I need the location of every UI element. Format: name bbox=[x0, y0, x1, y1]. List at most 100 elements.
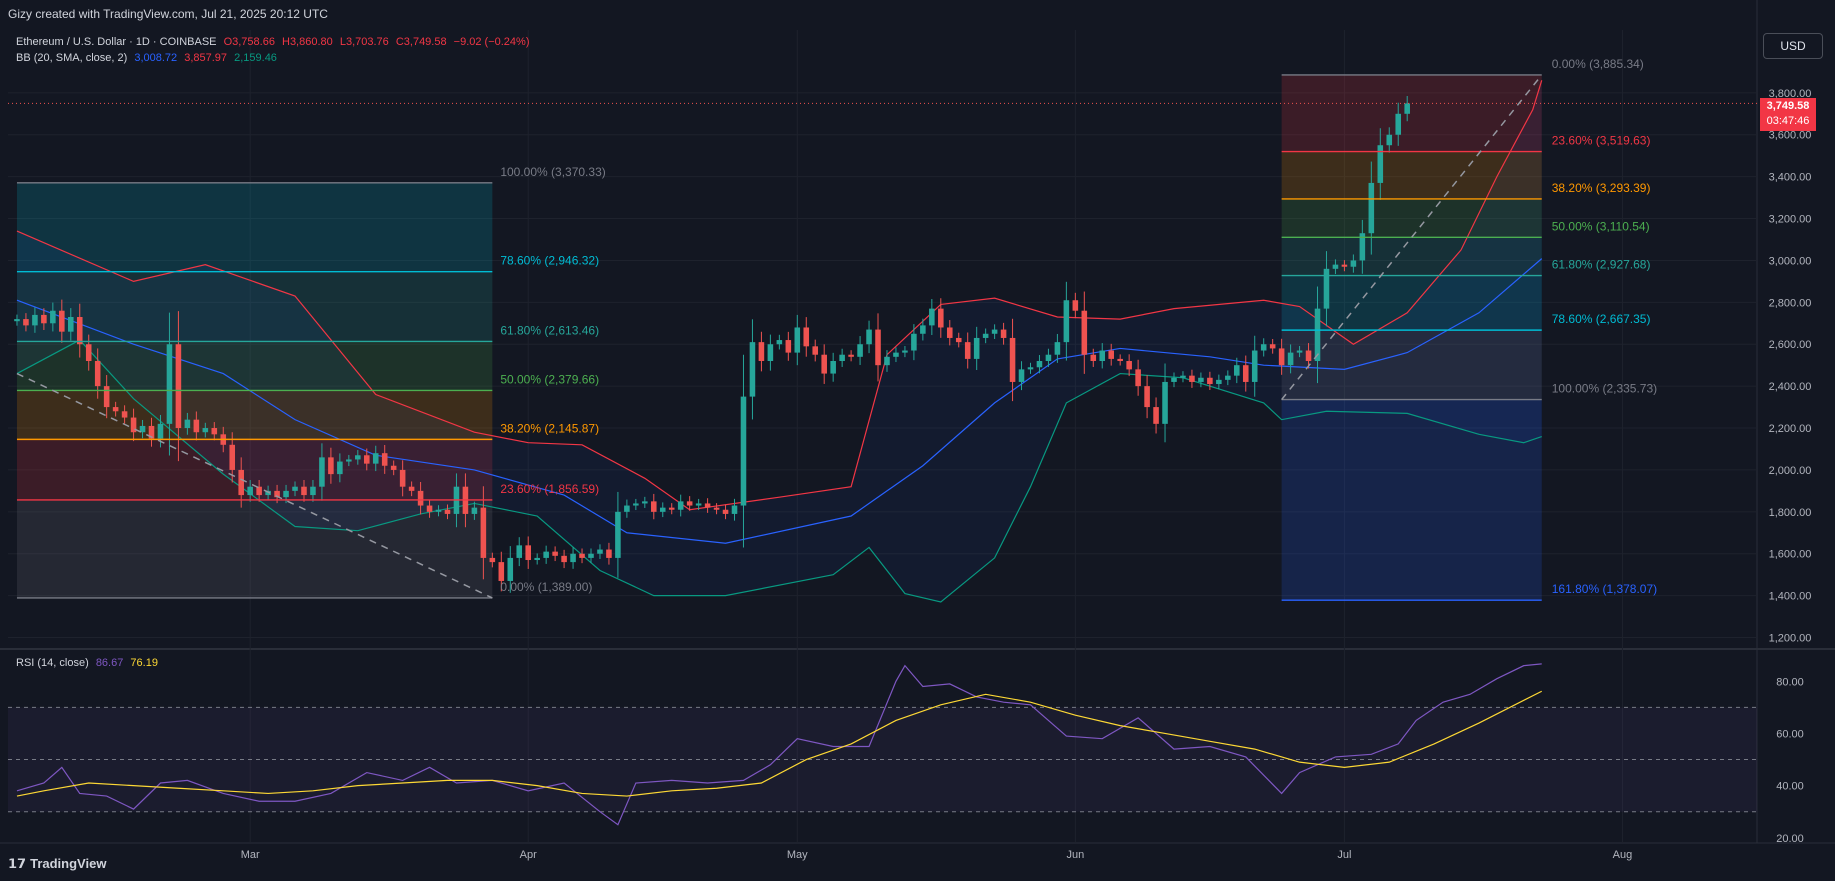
candle[interactable] bbox=[812, 339, 819, 362]
rsi-label[interactable]: RSI (14, close) bbox=[16, 657, 89, 669]
candle[interactable] bbox=[1314, 286, 1321, 384]
candle[interactable] bbox=[982, 328, 989, 344]
candle[interactable] bbox=[32, 307, 38, 333]
candle[interactable] bbox=[1198, 372, 1204, 388]
candle[interactable] bbox=[337, 453, 343, 483]
candle[interactable] bbox=[1189, 369, 1195, 388]
candle[interactable] bbox=[920, 318, 926, 341]
candle[interactable] bbox=[1234, 357, 1240, 384]
candle[interactable] bbox=[686, 496, 693, 511]
candle[interactable] bbox=[1054, 333, 1061, 363]
candle[interactable] bbox=[570, 547, 576, 569]
candle[interactable] bbox=[606, 542, 612, 565]
candle[interactable] bbox=[713, 503, 720, 515]
candle[interactable] bbox=[193, 411, 200, 441]
symbol-title[interactable]: Ethereum / U.S. Dollar · 1D · COINBASE bbox=[16, 36, 217, 48]
candle[interactable] bbox=[973, 326, 980, 371]
candle[interactable] bbox=[579, 548, 585, 564]
candle[interactable] bbox=[1251, 335, 1258, 397]
candle[interactable] bbox=[1018, 361, 1025, 391]
candle[interactable] bbox=[731, 498, 738, 521]
candle[interactable] bbox=[247, 479, 253, 502]
candle[interactable] bbox=[1242, 355, 1249, 392]
time-axis[interactable]: Mar Apr May Jun Jul Aug bbox=[241, 849, 1633, 861]
candle[interactable] bbox=[1072, 292, 1079, 319]
candle[interactable] bbox=[1332, 259, 1339, 275]
candle[interactable] bbox=[740, 354, 747, 548]
candle[interactable] bbox=[103, 375, 110, 419]
candle[interactable] bbox=[417, 481, 424, 515]
candle[interactable] bbox=[1027, 362, 1034, 374]
candle[interactable] bbox=[848, 350, 854, 362]
candle[interactable] bbox=[175, 311, 182, 462]
candle[interactable] bbox=[211, 422, 218, 441]
candle[interactable] bbox=[902, 346, 908, 358]
candle[interactable] bbox=[372, 445, 379, 472]
candle[interactable] bbox=[112, 401, 119, 417]
candle[interactable] bbox=[1350, 254, 1357, 273]
candle[interactable] bbox=[955, 332, 962, 348]
candle[interactable] bbox=[821, 344, 827, 384]
candle[interactable] bbox=[911, 324, 917, 361]
candle[interactable] bbox=[884, 350, 890, 372]
candle[interactable] bbox=[839, 348, 845, 367]
candle[interactable] bbox=[390, 460, 397, 476]
candle[interactable] bbox=[480, 486, 487, 580]
candle[interactable] bbox=[704, 498, 711, 513]
candle[interactable] bbox=[561, 549, 567, 569]
candle[interactable] bbox=[749, 319, 756, 420]
candles[interactable] bbox=[14, 96, 1410, 593]
candle[interactable] bbox=[767, 334, 774, 371]
candle[interactable] bbox=[776, 334, 783, 350]
candle[interactable] bbox=[1099, 343, 1106, 369]
candle[interactable] bbox=[121, 405, 128, 424]
candle[interactable] bbox=[946, 320, 953, 346]
candle[interactable] bbox=[1278, 338, 1285, 375]
candle[interactable] bbox=[50, 302, 56, 332]
candle[interactable] bbox=[76, 303, 83, 358]
candle[interactable] bbox=[1009, 318, 1016, 402]
candle[interactable] bbox=[1269, 339, 1276, 354]
candle[interactable] bbox=[722, 504, 729, 520]
candle[interactable] bbox=[1287, 344, 1294, 374]
candle[interactable] bbox=[292, 481, 298, 497]
candle[interactable] bbox=[534, 553, 540, 565]
candle[interactable] bbox=[597, 544, 603, 559]
candle[interactable] bbox=[1377, 128, 1384, 200]
candle[interactable] bbox=[1395, 102, 1402, 146]
candle[interactable] bbox=[758, 331, 765, 372]
candle[interactable] bbox=[1386, 127, 1393, 153]
candle[interactable] bbox=[794, 314, 801, 366]
candle[interactable] bbox=[1359, 219, 1366, 274]
candle[interactable] bbox=[265, 485, 271, 501]
candle[interactable] bbox=[319, 443, 325, 501]
candle[interactable] bbox=[875, 313, 881, 382]
candle[interactable] bbox=[1341, 260, 1348, 272]
candle[interactable] bbox=[1135, 359, 1141, 396]
candle[interactable] bbox=[866, 320, 872, 354]
candle[interactable] bbox=[677, 494, 684, 517]
candle[interactable] bbox=[1045, 348, 1052, 367]
candle[interactable] bbox=[830, 352, 836, 382]
candle[interactable] bbox=[435, 505, 442, 517]
candle[interactable] bbox=[301, 479, 307, 502]
candle[interactable] bbox=[1216, 374, 1222, 390]
candle[interactable] bbox=[238, 457, 244, 508]
candle[interactable] bbox=[552, 546, 558, 562]
candle[interactable] bbox=[516, 537, 523, 567]
candle[interactable] bbox=[355, 450, 361, 465]
candle[interactable] bbox=[695, 498, 702, 511]
candle[interactable] bbox=[85, 334, 92, 371]
candle[interactable] bbox=[543, 545, 549, 564]
candle[interactable] bbox=[1180, 371, 1186, 383]
tradingview-brand[interactable]: 𝟭𝟳 TradingView bbox=[8, 856, 106, 872]
candle[interactable] bbox=[642, 496, 648, 508]
candle[interactable] bbox=[1162, 363, 1168, 443]
candle[interactable] bbox=[929, 298, 935, 336]
candle[interactable] bbox=[633, 498, 639, 511]
candle[interactable] bbox=[1117, 354, 1123, 366]
candle[interactable] bbox=[426, 499, 433, 518]
candle[interactable] bbox=[1090, 348, 1097, 367]
candle[interactable] bbox=[651, 493, 657, 520]
